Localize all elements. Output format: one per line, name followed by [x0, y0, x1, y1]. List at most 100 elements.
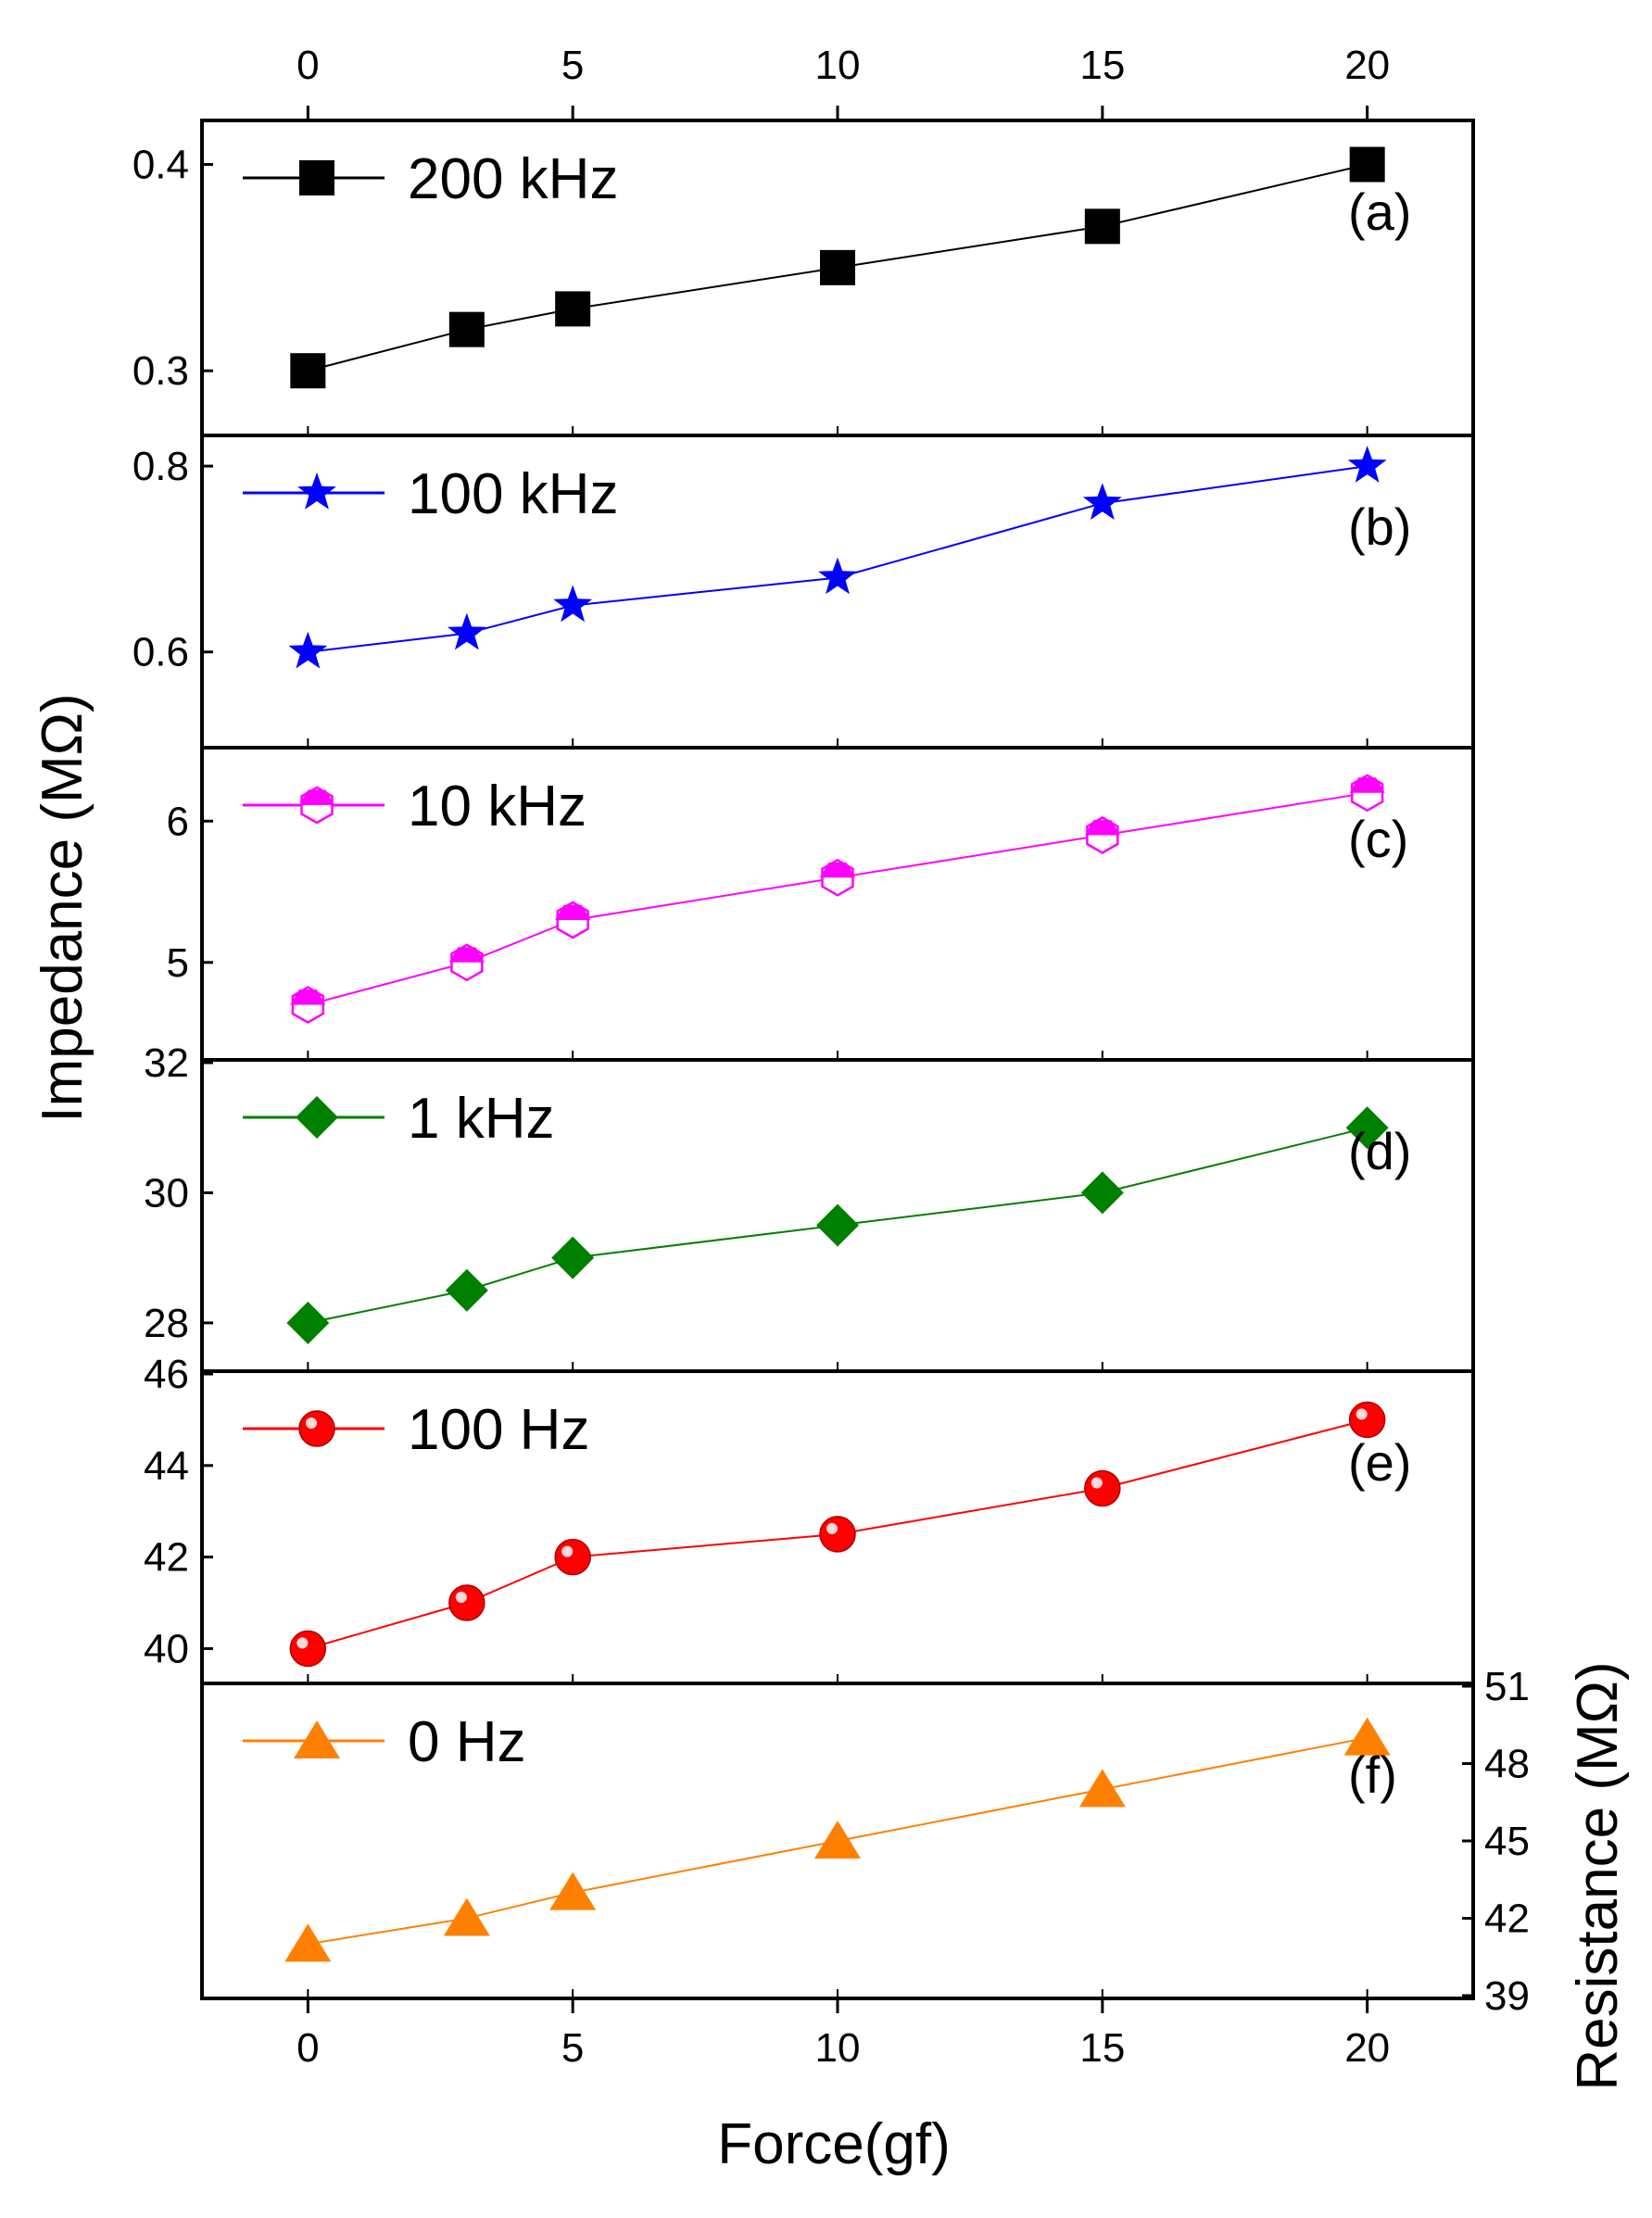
y-tick-label: 6: [167, 799, 189, 844]
panel-a: 0.3 0.4 200 kHz (a): [132, 119, 1475, 437]
y-tick-label: 30: [144, 1170, 189, 1216]
panel-b: 0.6 0.8 100 kHz (b): [132, 434, 1475, 750]
data-point-marker-body: [819, 1516, 856, 1553]
data-point-marker-fill: [290, 989, 326, 1005]
data-point-marker: [448, 311, 485, 347]
panel-c: 5 6 10 kHz (c): [167, 746, 1475, 1062]
series-line: [308, 465, 1368, 653]
series-line: [308, 1127, 1368, 1324]
legend-label: 100 Hz: [408, 1398, 589, 1462]
data-point-marker: [1078, 1769, 1126, 1808]
panel-e: 40 42 44 46 100 Hz (e): [144, 1352, 1475, 1685]
x-tick-label-bottom: 20: [1344, 2025, 1390, 2071]
legend-marker-body: [298, 1410, 335, 1447]
x-tick-label-bottom: 10: [815, 2025, 861, 2071]
data-point-marker: [289, 1630, 327, 1668]
data-point-marker: [549, 1871, 597, 1910]
data-point-marker-body: [1348, 1401, 1386, 1439]
data-point-marker-highlight: [826, 1522, 838, 1534]
x-tick-label-bottom: 5: [561, 2025, 584, 2071]
panel-tag: (f): [1348, 1745, 1397, 1804]
y-tick-label: 5: [167, 940, 189, 986]
series-line: [308, 791, 1368, 1006]
data-point-marker: [820, 858, 855, 897]
legend-marker: [298, 1410, 335, 1447]
data-point-marker: [448, 943, 485, 982]
data-point-marker-body: [448, 1584, 486, 1621]
y-tick-label: 42: [144, 1535, 189, 1581]
plot-frame: [200, 434, 1475, 750]
series-line: [308, 1736, 1368, 1946]
legend-marker: [297, 473, 336, 510]
panel-tag: (c): [1348, 810, 1408, 868]
data-point-marker-highlight: [455, 1592, 467, 1604]
x-tick-label-bottom: 15: [1079, 2025, 1125, 2071]
legend-label: 100 kHz: [408, 462, 618, 526]
data-point-marker: [1349, 146, 1385, 183]
x-tick-label-top: 0: [296, 43, 319, 88]
x-tick-label-top: 20: [1344, 43, 1390, 88]
data-point-marker: [447, 612, 486, 650]
data-point-marker: [290, 986, 326, 1025]
data-point-marker: [554, 1538, 591, 1576]
y-tick-label: 0.3: [132, 348, 189, 394]
data-point-marker: [819, 1516, 856, 1553]
data-point-marker: [1084, 816, 1120, 854]
bottom-x-axis: 0 5 10 15 20: [296, 1998, 1390, 2071]
data-point-marker: [555, 901, 591, 939]
data-point-marker: [284, 1923, 332, 1962]
y-axis-title-left: Impedance (MΩ): [31, 693, 95, 1122]
data-point-marker-body: [1084, 1469, 1121, 1507]
data-point-marker: [816, 1204, 859, 1247]
x-axis-title: Force(gf): [717, 2112, 950, 2176]
data-point-marker: [288, 631, 328, 669]
data-point-marker: [286, 1301, 330, 1344]
data-point-marker: [814, 1821, 861, 1859]
data-point-marker-body: [289, 1630, 327, 1668]
y-tick-label: 0.4: [132, 143, 189, 188]
data-point-marker-body: [554, 1538, 591, 1576]
y-tick-label: 0.8: [132, 444, 189, 489]
legend-marker-highlight: [306, 1418, 317, 1429]
y-tick-label: 0.6: [132, 630, 189, 675]
panel-tag: (b): [1348, 498, 1411, 556]
panel-tag: (e): [1348, 1433, 1411, 1492]
data-point-marker: [820, 249, 855, 285]
legend-label: 1 kHz: [408, 1087, 554, 1151]
panels-layer: 0.3 0.4 200 kHz (a) 0.6 0.8 100 kHz (b) 5 6 10 kHz…: [132, 119, 1530, 2019]
y-tick-label: 51: [1484, 1664, 1530, 1709]
legend-label: 10 kHz: [408, 775, 586, 838]
data-point-marker: [448, 1584, 486, 1621]
data-point-marker: [555, 291, 591, 327]
data-point-marker: [553, 585, 593, 623]
data-point-marker: [1345, 1106, 1389, 1150]
series-line: [308, 163, 1368, 372]
data-point-marker: [1343, 1717, 1391, 1756]
plot-frame: [200, 746, 1475, 1062]
panel-d: 28 30 32 1 kHz (d): [144, 1040, 1475, 1373]
legend-marker: [294, 1720, 340, 1758]
legend-marker: [299, 786, 334, 825]
data-point-marker-highlight: [561, 1545, 574, 1557]
y-tick-label: 40: [144, 1626, 189, 1671]
data-point-marker-highlight: [1356, 1408, 1368, 1420]
x-tick-label-bottom: 0: [296, 2025, 319, 2071]
data-point-marker-highlight: [296, 1637, 309, 1649]
y-tick-label: 28: [144, 1301, 189, 1346]
legend-label: 0 Hz: [408, 1710, 525, 1774]
data-point-marker: [1347, 446, 1387, 483]
data-point-marker: [1348, 1401, 1386, 1439]
data-point-marker-fill: [555, 904, 591, 921]
panel-tag: (a): [1348, 183, 1411, 241]
data-point-marker: [290, 353, 326, 389]
y-tick-label: 46: [144, 1352, 189, 1397]
y-tick-label: 42: [1484, 1897, 1530, 1942]
data-point-marker: [1084, 1469, 1121, 1507]
y-tick-label: 39: [1484, 1973, 1530, 2019]
panel-tag: (d): [1348, 1122, 1411, 1180]
data-point-marker: [551, 1236, 595, 1279]
data-point-marker: [445, 1268, 488, 1312]
data-point-marker: [1349, 774, 1385, 813]
y-tick-label: 48: [1484, 1742, 1530, 1787]
